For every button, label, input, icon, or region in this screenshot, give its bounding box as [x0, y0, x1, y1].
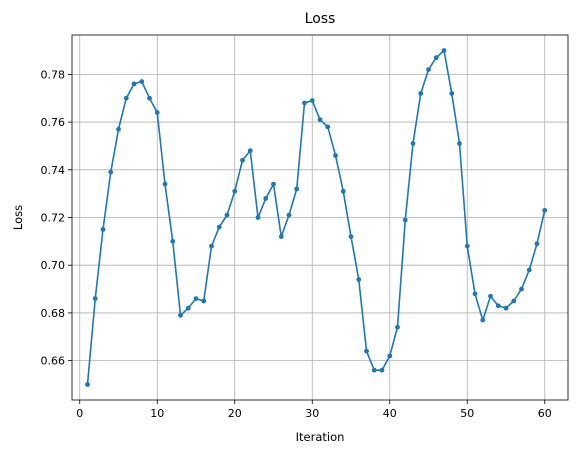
x-tick-label: 40 [383, 407, 397, 420]
data-point [193, 296, 199, 302]
y-tick-label: 0.66 [41, 355, 66, 368]
data-point [286, 212, 292, 218]
data-point [526, 267, 532, 273]
data-point [480, 317, 486, 323]
data-point [511, 298, 517, 304]
x-axis-ticks: 0 10 20 30 40 50 60 [76, 400, 552, 420]
data-point [154, 110, 160, 115]
series-loss [85, 48, 548, 387]
y-tick-label: 0.68 [41, 307, 66, 320]
data-point [340, 188, 346, 194]
x-axis-label: Iteration [296, 430, 345, 444]
data-point [100, 227, 106, 232]
x-tick-label: 50 [460, 407, 474, 420]
data-point [302, 100, 307, 106]
data-point [364, 348, 369, 354]
data-point [449, 91, 455, 96]
data-point [325, 124, 331, 130]
data-point [441, 48, 447, 53]
data-point [123, 95, 129, 101]
data-point [333, 153, 338, 158]
data-point [426, 67, 431, 72]
data-point [395, 324, 400, 330]
data-point [542, 207, 548, 213]
y-tick-label: 0.72 [41, 212, 66, 225]
data-point [147, 95, 152, 101]
data-point [201, 298, 207, 304]
data-point [433, 55, 439, 61]
y-tick-label: 0.78 [41, 68, 66, 81]
data-point [457, 141, 462, 146]
series-line [86, 49, 546, 385]
data-point [495, 303, 501, 309]
y-axis-ticks: 0.66 0.68 0.70 0.72 0.74 0.76 0.78 [41, 68, 72, 368]
data-point [519, 286, 524, 292]
data-point [534, 241, 540, 247]
x-tick-label: 10 [150, 407, 164, 420]
data-point [108, 169, 114, 175]
data-point [348, 234, 354, 239]
x-tick-label: 0 [76, 407, 83, 420]
y-tick-label: 0.70 [41, 259, 66, 272]
data-point [263, 196, 269, 201]
data-point [503, 305, 509, 311]
data-point [240, 157, 245, 163]
y-tick-label: 0.74 [41, 164, 66, 177]
data-point [216, 224, 222, 230]
data-point [418, 91, 424, 96]
data-point [356, 277, 362, 282]
data-point [131, 81, 137, 87]
x-tick-label: 30 [305, 407, 319, 420]
data-point [387, 353, 393, 359]
data-point [247, 148, 253, 154]
data-point [139, 79, 145, 84]
data-point [278, 234, 284, 239]
data-point [472, 291, 478, 297]
data-point [116, 126, 121, 132]
data-point [185, 305, 191, 311]
data-point [488, 293, 493, 299]
data-point [170, 238, 176, 244]
data-point [294, 186, 300, 192]
data-point [92, 296, 98, 302]
data-point [464, 243, 470, 249]
data-point [402, 217, 408, 223]
x-tick-label: 20 [228, 407, 242, 420]
data-point [232, 188, 238, 194]
data-point [410, 141, 416, 146]
data-point [317, 117, 323, 123]
x-tick-label: 60 [538, 407, 552, 420]
data-point [209, 243, 214, 249]
data-point [85, 382, 90, 387]
data-point [271, 181, 276, 187]
data-point [162, 181, 168, 187]
data-point [379, 367, 385, 373]
grid [72, 35, 568, 400]
data-point [255, 215, 261, 220]
y-tick-label: 0.76 [41, 116, 66, 129]
data-point [178, 312, 183, 318]
chart-title: Loss [305, 11, 336, 27]
data-point [309, 98, 315, 104]
data-point [371, 367, 377, 373]
data-point [224, 212, 230, 218]
y-axis-label: Loss [11, 205, 25, 230]
